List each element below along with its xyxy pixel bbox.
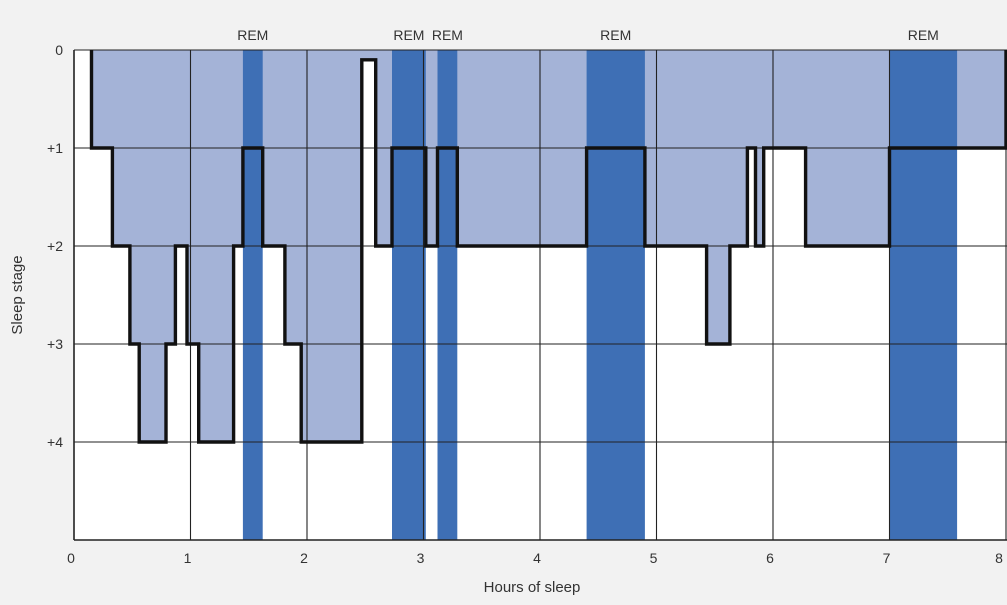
rem-label-2: REM xyxy=(393,27,424,43)
x-tick-label-6: 6 xyxy=(766,550,774,566)
rem-band-4 xyxy=(587,50,645,540)
y-tick-label-3: +3 xyxy=(47,336,63,352)
rem-band-1 xyxy=(243,50,263,540)
y-tick-label-2: +2 xyxy=(47,238,63,254)
x-tick-label-3: 3 xyxy=(417,550,425,566)
x-tick-label-5: 5 xyxy=(650,550,658,566)
rem-label-5: REM xyxy=(908,27,939,43)
y-axis-label: Sleep stage xyxy=(9,255,26,334)
y-tick-label-1: +1 xyxy=(47,140,63,156)
x-tick-label-0: 0 xyxy=(67,550,75,566)
rem-label-4: REM xyxy=(600,27,631,43)
rem-band-2 xyxy=(392,50,426,540)
rem-band-5 xyxy=(890,50,958,540)
y-tick-label-4: +4 xyxy=(47,434,63,450)
x-tick-label-1: 1 xyxy=(184,550,192,566)
rem-label-1: REM xyxy=(237,27,268,43)
x-tick-label-8: 8 xyxy=(995,550,1003,566)
x-tick-label-7: 7 xyxy=(883,550,891,566)
x-axis-label: Hours of sleep xyxy=(484,579,581,596)
rem-band-3 xyxy=(438,50,458,540)
x-tick-label-4: 4 xyxy=(533,550,541,566)
rem-label-3: REM xyxy=(432,27,463,43)
y-tick-label-0: 0 xyxy=(55,42,63,58)
x-tick-label-2: 2 xyxy=(300,550,308,566)
